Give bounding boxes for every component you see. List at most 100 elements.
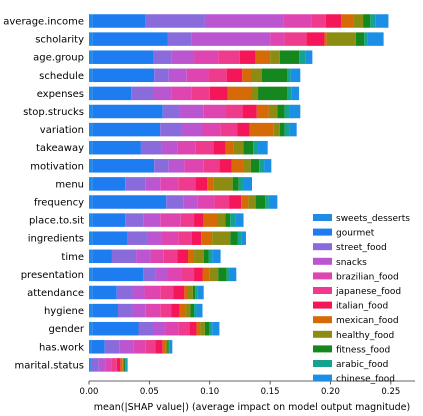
bar-segment-gender-snacks	[152, 321, 166, 336]
bar-segment-scholarity-snacks	[191, 32, 271, 46]
bar-segment-age-group-snacks	[171, 50, 195, 64]
bar-segment-hygiene-snacks	[132, 303, 146, 318]
bar-segment-takeaway-brazilian-food	[177, 140, 196, 155]
bar-segment-stop-strucks-gourmet	[92, 104, 163, 119]
bar-segment-has-work-healthy-food	[165, 340, 168, 354]
bar-segment-has-work-gourmet	[91, 340, 105, 354]
category-label-hygiene: hygiene	[44, 306, 84, 317]
bar-segment-expenses-snacks	[152, 86, 172, 101]
legend-label-japanese-food: japanese_food	[335, 287, 401, 297]
category-label-expenses: expenses	[37, 89, 84, 100]
bar-segment-takeaway-mexican-food	[225, 140, 234, 155]
legend-swatch-mexican-food	[313, 316, 332, 324]
category-labels: average.income scholarity age.group schedul…	[3, 17, 85, 372]
category-label-motivation: motivation	[30, 161, 84, 172]
bar-segment-place-to-sit-mexican-food	[203, 213, 217, 227]
bar-segment-menu-gourmet	[92, 177, 126, 191]
bar-segment-gender-italian-food	[189, 321, 197, 336]
bar-segment-place-to-sit-chinese-food	[235, 213, 244, 227]
bar-segment-place-to-sit-snacks	[143, 213, 161, 227]
bar-segment-hygiene-chinese-food	[196, 303, 203, 318]
bar-segment-scholarity-healthy-food	[326, 32, 356, 46]
bar-segment-menu-street-food	[125, 177, 146, 191]
bar-segment-marital-status-japanese-food	[111, 358, 117, 372]
bar-segment-scholarity-fitness-food	[355, 32, 365, 46]
bar-segment-takeaway-japanese-food	[195, 140, 214, 155]
bar-segment-frequency-gourmet	[92, 195, 167, 209]
bar-segment-frequency-street-food	[166, 195, 184, 209]
bar-segment-presentation-mexican-food	[202, 267, 210, 282]
bar-segment-has-work-mexican-food	[162, 340, 166, 354]
category-label-stop-strucks: stop.strucks	[23, 107, 84, 118]
bar-segment-variation-healthy-food	[273, 122, 280, 137]
legend-label-gourmet: gourmet	[336, 229, 375, 239]
bar-segment-stop-strucks-street-food	[162, 104, 180, 119]
bar-segment-has-work-japanese-food	[145, 340, 156, 354]
bar-segment-frequency-arabic-food	[265, 195, 269, 209]
x-tick-label: 0.05	[140, 387, 159, 397]
bar-segment-time-healthy-food	[194, 249, 204, 264]
category-label-age-group: age.group	[33, 53, 84, 64]
bar-segment-attendance-street-food	[116, 285, 133, 300]
bar-segment-gender-arabic-food	[209, 321, 213, 336]
bar-segment-marital-status-street-food	[91, 358, 99, 372]
bar-segment-time-chinese-food	[212, 249, 221, 264]
bar-segment-motivation-snacks	[168, 159, 185, 173]
bar-segment-menu-fitness-food	[232, 177, 239, 191]
bar-segment-place-to-sit-brazilian-food	[160, 213, 181, 227]
bar-segment-place-to-sit-arabic-food	[230, 213, 236, 227]
bar-segment-has-work-sweets-desserts	[89, 340, 92, 354]
bar-segment-scholarity-sweets-desserts	[89, 32, 93, 46]
bar-segment-time-italian-food	[177, 249, 189, 264]
bar-segment-menu-italian-food	[195, 177, 208, 191]
bar-segment-schedule-fitness-food	[261, 68, 288, 83]
bar-segment-scholarity-mexican-food	[324, 32, 327, 46]
category-label-variation: variation	[40, 125, 84, 136]
bar-segment-stop-strucks-italian-food	[242, 104, 257, 119]
bar-segment-has-work-brazilian-food	[133, 340, 146, 354]
bar-segment-schedule-snacks	[168, 68, 187, 83]
legend-label-arabic-food: arabic_food	[336, 360, 388, 370]
bar-segment-average-income-japanese-food	[311, 14, 326, 28]
bar-segment-average-income-italian-food	[325, 14, 342, 28]
bar-segment-marital-status-fitness-food	[124, 358, 126, 372]
bar-segment-hygiene-arabic-food	[194, 303, 197, 318]
bar-segment-age-group-healthy-food	[270, 50, 280, 64]
category-label-average-income: average.income	[3, 17, 84, 28]
bar-segment-place-to-sit-street-food	[125, 213, 144, 227]
bar-segment-scholarity-italian-food	[306, 32, 325, 46]
bar-segment-hygiene-fitness-food	[190, 303, 195, 318]
bar-segment-stop-strucks-healthy-food	[268, 104, 278, 119]
bar-segment-menu-arabic-food	[238, 177, 244, 191]
bar-segment-has-work-arabic-food	[168, 340, 170, 354]
bar-segment-ingredients-sweets-desserts	[89, 231, 93, 245]
bar-segment-has-work-chinese-food	[169, 340, 173, 354]
bar-segment-frequency-japanese-food	[214, 195, 230, 209]
x-axis-label: mean(|SHAP value|) (average impact on mo…	[94, 402, 410, 413]
bar-segment-attendance-mexican-food	[184, 285, 189, 300]
bar-segment-stop-strucks-fitness-food	[277, 104, 285, 119]
bar-segment-time-street-food	[111, 249, 137, 264]
bar-segment-gender-healthy-food	[200, 321, 205, 336]
bar-segment-takeaway-healthy-food	[233, 140, 244, 155]
bar-segment-takeaway-italian-food	[213, 140, 226, 155]
bar-segment-expenses-chinese-food	[291, 86, 300, 101]
bar-segment-schedule-brazilian-food	[186, 68, 209, 83]
bar-segment-expenses-mexican-food	[227, 86, 252, 101]
bar-segment-place-to-sit-japanese-food	[180, 213, 195, 227]
bar-segment-menu-japanese-food	[178, 177, 196, 191]
bar-segment-variation-japanese-food	[220, 122, 238, 137]
bar-segment-variation-street-food	[160, 122, 182, 137]
bar-segment-frequency-healthy-food	[248, 195, 256, 209]
bar-segment-attendance-gourmet	[92, 285, 117, 300]
bar-segment-schedule-italian-food	[226, 68, 243, 83]
bar-segment-scholarity-street-food	[167, 32, 192, 46]
bar-segment-age-group-japanese-food	[218, 50, 240, 64]
bar-segment-stop-strucks-mexican-food	[256, 104, 269, 119]
category-label-scholarity: scholarity	[35, 35, 84, 46]
bar-segment-time-fitness-food	[203, 249, 209, 264]
bar-segment-marital-status-brazilian-food	[105, 358, 112, 372]
bar-segment-variation-arabic-food	[284, 122, 290, 137]
bar-segment-expenses-gourmet	[92, 86, 132, 101]
bar-segment-presentation-brazilian-food	[167, 267, 182, 282]
